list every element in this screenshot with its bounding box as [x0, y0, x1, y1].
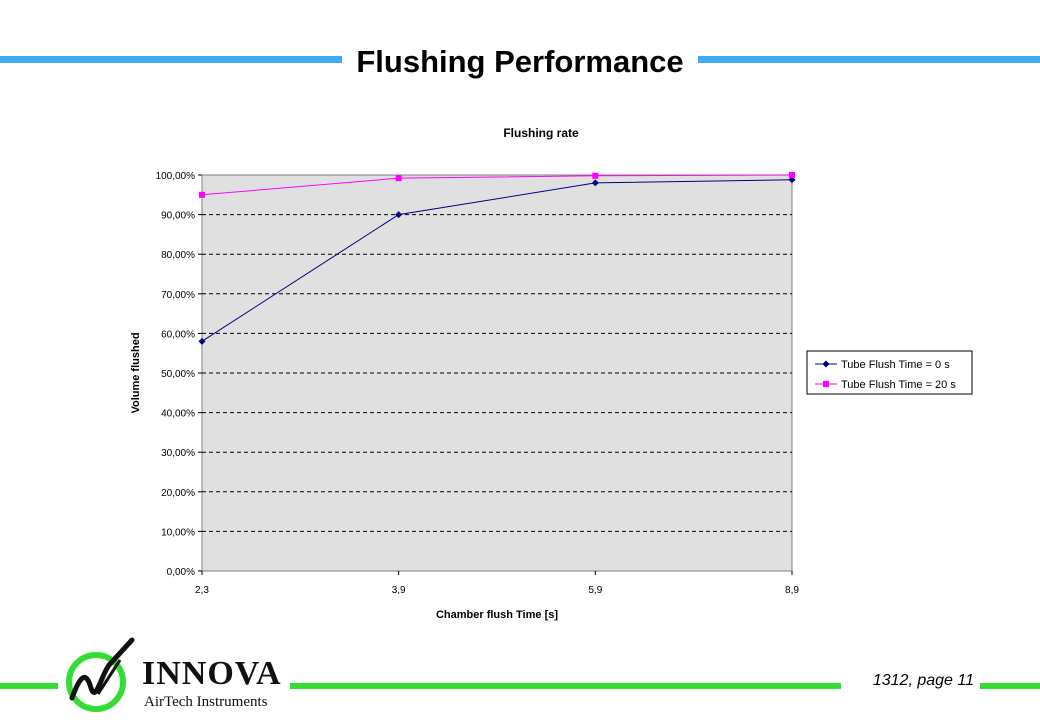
- y-tick-label: 50,00%: [161, 369, 195, 380]
- y-tick-label: 10,00%: [161, 527, 195, 538]
- series-line: [201, 174, 793, 196]
- series-line: [201, 179, 793, 342]
- logo-tagline: AirTech Instruments: [144, 694, 268, 710]
- y-axis-label: Volume flushed: [130, 332, 142, 413]
- chart-title: Flushing rate: [503, 126, 579, 140]
- data-point: [395, 211, 403, 219]
- y-tick-label: 20,00%: [161, 488, 195, 499]
- data-point: [198, 337, 206, 345]
- title-bar-right: [698, 56, 1040, 63]
- data-point: [199, 191, 205, 198]
- footer-bar-middle: [290, 683, 841, 689]
- innova-logo-icon: [66, 637, 135, 712]
- data-point: [395, 175, 402, 182]
- footer-bar-left: [0, 683, 58, 689]
- x-axis-label: Chamber flush Time [s]: [436, 609, 558, 621]
- data-point: [789, 172, 795, 178]
- y-tick-label: 80,00%: [161, 250, 195, 261]
- y-tick-label: 90,00%: [161, 211, 195, 222]
- data-point: [592, 172, 599, 179]
- title-bar-left: [0, 56, 342, 63]
- flushing-rate-chart: Flushing rate 0,00% 10,00% 20,00% 30,00% 40,0…: [130, 126, 973, 621]
- logo-name: INNOVA: [142, 655, 282, 692]
- x-tick-label: 5,9: [588, 585, 602, 596]
- legend-marker: [823, 381, 829, 387]
- legend-box: [806, 350, 973, 395]
- x-tick-label: 2,3: [195, 585, 209, 596]
- legend-label: Tube Flush Time = 0 s: [841, 359, 950, 371]
- legend-marker: [822, 360, 830, 368]
- y-tick-label: 0,00%: [167, 567, 195, 578]
- y-tick-label: 40,00%: [161, 409, 195, 420]
- x-tick-label: 3,9: [392, 585, 406, 596]
- y-tick-label: 30,00%: [161, 448, 195, 459]
- y-tick-label: 70,00%: [161, 290, 195, 301]
- y-tick-label: 60,00%: [161, 329, 195, 340]
- legend-label: Tube Flush Time = 20 s: [841, 379, 956, 391]
- data-point: [788, 176, 796, 184]
- x-tick-label: 8,9: [785, 585, 799, 596]
- data-point: [591, 179, 599, 187]
- footer-bar-right: [980, 683, 1040, 689]
- slide-title: Flushing Performance: [356, 44, 684, 79]
- y-tick-label: 100,00%: [156, 171, 196, 182]
- page-number: 1312, page 11: [872, 672, 974, 689]
